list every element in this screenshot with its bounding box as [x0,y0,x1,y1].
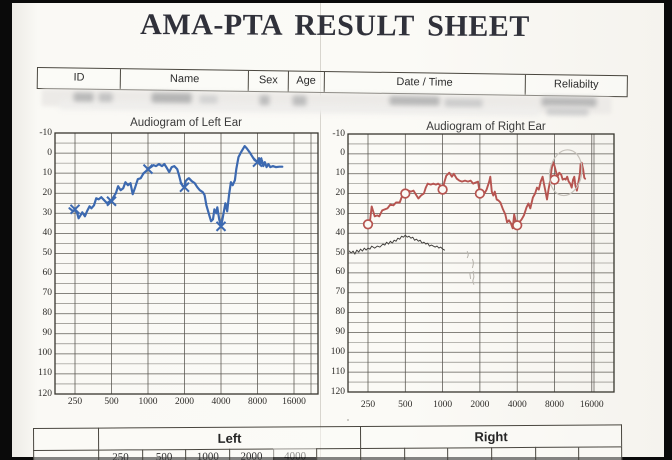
summary-frequency-cell: 2000 [229,448,273,460]
summary-frequency-cell [491,446,535,460]
patient-header-table: ID Name Sex Age Date / Time Reliabilty [36,67,628,125]
summary-frequency-cell [447,447,492,460]
summary-frequency-cell: 500 [141,449,186,460]
summary-group-header-left: Left [97,426,361,450]
redacted-value-blob [444,98,483,108]
redacted-value-blob [292,95,307,106]
page-fold-line [320,3,321,457]
summary-frequency-cell [316,448,361,460]
page-title: AMA-PTA RESULT SHEET [140,7,530,44]
summary-frequency-cell [534,446,579,460]
summary-table: Left Right 250 500 1000 2000 4000 [33,424,623,460]
header-col-id: ID [73,71,85,84]
header-col-age: Age [287,71,324,92]
summary-frequency-cell: 250 [98,449,142,460]
redacted-value-blob [151,92,192,104]
redacted-value-blob [546,107,589,116]
redacted-value-blob [199,95,218,104]
summary-frequency-cell: 4000 [272,448,317,460]
redacted-value-blob [259,95,270,106]
summary-frequency-cell [403,447,448,460]
summary-frequency-cell [360,447,404,460]
summary-frequency-cell: 1000 [185,448,230,460]
redacted-value-blob [98,92,113,103]
header-col-name: Name [119,69,249,91]
redacted-value-blob [541,97,597,107]
header-col-sex: Sex [247,70,288,92]
summary-row-label-cell [33,427,99,450]
header-col-reliabilty: Reliabilty [524,74,627,97]
summary-row-label-cell [33,449,99,460]
redacted-value-blob [389,95,440,106]
redacted-value-blob [73,92,94,102]
header-col-date-time: Date / Time [323,72,525,95]
scan-speck [347,419,349,421]
summary-group-header-right: Right [359,424,623,449]
summary-frequency-cell [578,446,623,460]
